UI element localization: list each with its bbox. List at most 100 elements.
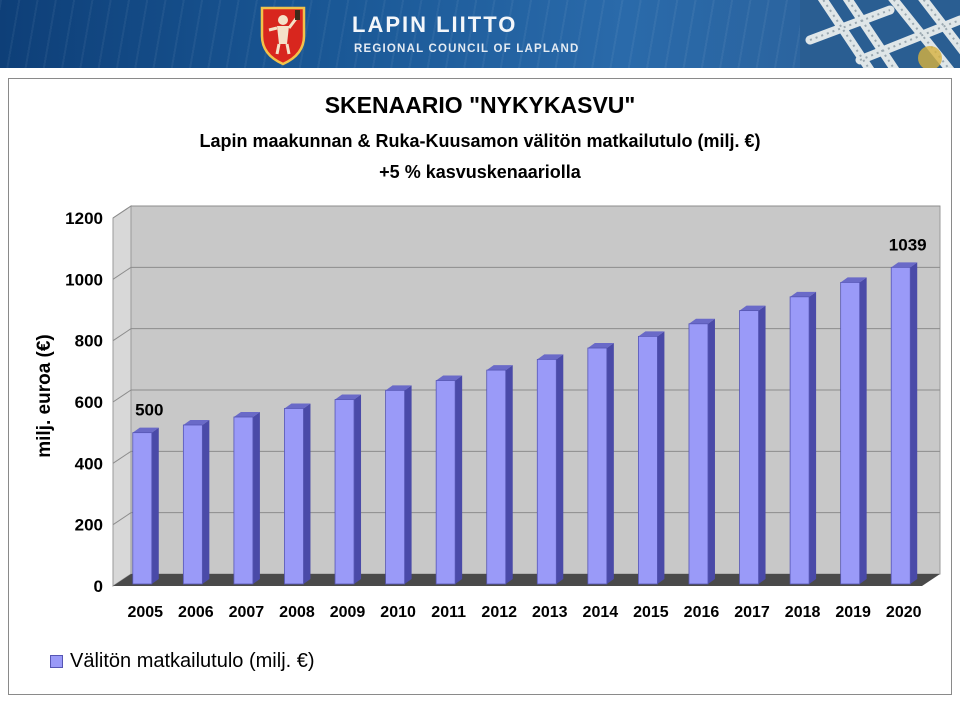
bar: [638, 331, 665, 585]
legend-swatch: [50, 655, 63, 668]
bar-side: [151, 427, 159, 584]
bar-front: [688, 323, 709, 585]
bar-top: [385, 385, 412, 391]
bar-top: [688, 318, 715, 324]
bar-front: [233, 416, 254, 585]
bar: [182, 420, 210, 585]
bar-top: [132, 427, 159, 433]
bar-top: [436, 375, 463, 381]
data-labels: 500 1039: [135, 235, 927, 419]
bar-front: [638, 335, 658, 585]
gridline: [112, 450, 940, 464]
bar-side: [859, 277, 867, 584]
gridline: [112, 328, 940, 342]
bar-side: [202, 420, 210, 584]
bar: [587, 343, 614, 585]
x-tick-label: 2011: [431, 604, 466, 621]
bar-top: [183, 420, 210, 425]
gridline: [112, 512, 940, 526]
bar-front: [890, 266, 911, 585]
x-tick-label: 2019: [835, 604, 871, 621]
lapland-coat-of-arms-icon: [260, 6, 306, 66]
bar-side: [303, 403, 311, 584]
bar-side: [910, 262, 918, 584]
gridlines: [112, 205, 940, 526]
bar-front: [435, 380, 456, 585]
x-tick-label: 2012: [481, 604, 517, 621]
bar-side: [556, 354, 564, 584]
data-label: 1039: [889, 235, 927, 254]
chart-subtitle-2: +5 % kasvuskenaariolla: [379, 162, 581, 182]
x-tick-label: 2015: [633, 604, 669, 621]
x-tick-label: 2018: [785, 604, 821, 621]
bar: [132, 427, 159, 585]
bar: [890, 262, 918, 585]
bar-top: [284, 403, 311, 409]
bar-front: [132, 432, 153, 585]
y-tick-label: 1200: [65, 209, 103, 228]
y-tick-label: 0: [94, 577, 103, 596]
bar-side: [809, 291, 817, 584]
gridline: [112, 266, 940, 280]
bar-top: [638, 331, 665, 337]
bar-front: [536, 358, 557, 585]
bar: [536, 354, 564, 585]
x-tick-label: 2005: [127, 604, 163, 621]
y-tick-label: 200: [75, 516, 103, 535]
bar-side: [505, 365, 513, 584]
chart-title: SKENAARIO "NYKYKASVU": [324, 92, 636, 118]
x-tick-label: 2020: [886, 604, 922, 621]
bar-front: [587, 347, 608, 585]
bar-side: [252, 412, 260, 584]
legend-label: Välitön matkailutulo (milj. €): [70, 650, 315, 672]
brand-subtitle: REGIONAL COUNCIL OF LAPLAND: [354, 43, 580, 55]
x-tick-label: 2016: [684, 604, 720, 621]
bar-top: [790, 291, 817, 297]
bar-front: [840, 281, 861, 585]
bar-top: [335, 394, 362, 400]
bar-front: [739, 310, 759, 585]
bar-front: [334, 399, 355, 585]
bar: [284, 403, 311, 585]
plot-floor: [113, 574, 940, 586]
bar-top: [486, 365, 513, 371]
bar-front: [385, 389, 405, 585]
data-label: 500: [135, 401, 163, 420]
bar-side: [354, 394, 362, 584]
bar: [385, 385, 412, 585]
x-axis-ticks: 2005 2006 2007 2008 2009 2010 2011 2012 2013 2014…: [127, 604, 921, 621]
gridline: [112, 389, 940, 403]
x-tick-label: 2017: [734, 604, 770, 621]
bar: [486, 365, 513, 585]
y-tick-label: 400: [75, 454, 103, 473]
bar-top: [891, 262, 918, 268]
x-tick-label: 2013: [532, 604, 568, 621]
header-banner: LAPIN LIITTO REGIONAL COUNCIL OF LAPLAND: [0, 0, 960, 68]
y-tick-label: 600: [75, 393, 103, 412]
bar-top: [587, 343, 614, 349]
bar: [739, 305, 766, 585]
brand-title: LAPIN LIITTO: [352, 12, 518, 37]
bar-top: [840, 277, 867, 283]
bar: [334, 394, 362, 585]
bar-side: [657, 331, 665, 584]
bar-front: [182, 424, 203, 585]
bar: [789, 291, 817, 585]
bar-side: [606, 343, 614, 584]
bar-side: [404, 385, 412, 584]
bar-top: [739, 305, 766, 311]
y-tick-label: 800: [75, 332, 103, 351]
bar-top: [537, 354, 564, 360]
ice-crystal-icon: [800, 0, 960, 68]
bar-front: [284, 408, 304, 585]
bar-side: [707, 318, 715, 584]
x-tick-label: 2006: [178, 604, 214, 621]
x-tick-label: 2008: [279, 604, 315, 621]
bar: [688, 318, 715, 585]
bar-front: [789, 296, 810, 585]
x-tick-label: 2010: [380, 604, 416, 621]
bar-front: [486, 369, 507, 585]
bar-side: [455, 375, 463, 584]
bar-side: [758, 305, 766, 584]
